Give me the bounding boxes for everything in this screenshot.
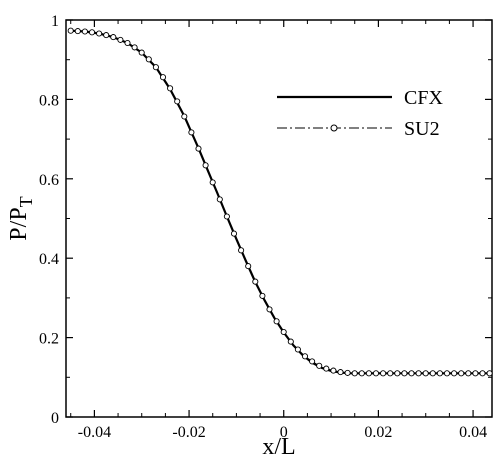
series-su2-point: [287, 338, 294, 345]
y-axis-title: P/PT: [6, 196, 36, 240]
series-su2-point: [138, 49, 145, 56]
series-su2-point: [422, 370, 429, 377]
series-su2-point: [245, 263, 252, 270]
x-tick-label: -0.04: [78, 424, 111, 441]
series-su2-point: [387, 370, 394, 377]
series-su2-point: [408, 370, 415, 377]
series-su2-point: [465, 370, 472, 377]
series-su2-point: [294, 346, 301, 353]
series-su2-point: [273, 318, 280, 325]
series-su2-point: [443, 370, 451, 377]
x-tick-label: 0.04: [459, 424, 487, 441]
x-axis-ticks: -0.04 -0.02 0 0.02 0.04: [70, 20, 487, 441]
series-su2-point: [451, 370, 458, 377]
series-su2-point: [372, 370, 380, 377]
series-su2-point: [209, 179, 216, 186]
series-su2-point: [202, 162, 209, 169]
series-su2-point: [195, 145, 202, 152]
series-su2-point: [188, 129, 195, 136]
series-su2-point: [131, 44, 138, 51]
series-su2-point: [280, 328, 287, 336]
series-su2-point: [472, 370, 479, 377]
series-su2-point: [124, 39, 131, 47]
series-su2-point: [316, 362, 323, 369]
series-su2-point: [174, 98, 181, 105]
series-su2-point: [259, 292, 266, 299]
series-su2-point: [365, 370, 372, 377]
series-su2-point: [181, 113, 188, 120]
series-su2-point: [266, 306, 273, 313]
series-su2-point: [323, 365, 330, 372]
series-su2-point: [230, 230, 238, 237]
legend-su2-marker: [330, 124, 338, 132]
series-su2-point: [301, 353, 309, 360]
series-su2-point: [96, 30, 103, 37]
series-su2-point: [216, 196, 223, 203]
legend-cfx-label: CFX: [404, 87, 443, 109]
x-tick-label: 0: [280, 424, 288, 441]
series-su2-point: [337, 369, 344, 376]
series-su2-point: [429, 370, 436, 377]
series-su2-point: [74, 28, 81, 35]
y-tick-label: 0.2: [39, 331, 59, 348]
series-su2-point: [436, 370, 443, 377]
series-su2-point: [67, 27, 74, 34]
series-su2-point: [252, 278, 259, 285]
y-axis-title-subscript: T: [16, 196, 36, 207]
series-cfx-line: [70, 29, 492, 375]
series-su2-point: [401, 370, 408, 377]
series-su2-point: [110, 34, 117, 41]
series-su2-point: [145, 56, 152, 63]
y-tick-label: 0.8: [39, 92, 59, 109]
legend: CFX SU2: [277, 87, 443, 140]
series-su2-point: [152, 64, 159, 71]
series-layer: [67, 27, 493, 377]
series-su2-point: [103, 32, 110, 39]
series-su2-point: [330, 367, 337, 374]
series-su2-point: [486, 370, 493, 377]
y-axis-title-main: P/P: [6, 207, 32, 240]
plot-area: -0.04 -0.02 0 0.02 0.04 0 0.2 0.4 0.6 0.8 1: [39, 13, 493, 441]
series-su2-point: [159, 74, 167, 81]
series-su2-point: [238, 247, 245, 254]
x-tick-label: 0.02: [364, 424, 392, 441]
series-su2-point: [88, 29, 96, 36]
series-su2-point: [351, 370, 358, 377]
series-su2-point: [380, 370, 387, 377]
y-axis-ticks: 0 0.2 0.4 0.6 0.8 1: [39, 13, 492, 427]
series-su2-point: [458, 370, 465, 377]
series-su2-point: [223, 213, 230, 220]
series-su2-point: [415, 370, 422, 377]
x-axis-title: x/L: [262, 434, 295, 458]
series-su2-point: [344, 369, 351, 376]
x-tick-label: -0.02: [172, 424, 205, 441]
series-su2-point: [358, 370, 365, 377]
series-su2-point: [167, 85, 174, 92]
series-su2-point: [81, 28, 88, 35]
plot-frame: [65, 19, 493, 418]
y-tick-label: 0: [51, 410, 59, 427]
y-tick-label: 0.6: [39, 172, 59, 189]
y-tick-label: 1: [51, 13, 59, 30]
series-su2-point: [394, 370, 401, 377]
series-su2-point: [117, 36, 124, 43]
legend-su2-label: SU2: [404, 118, 440, 140]
series-su2-point: [479, 370, 486, 377]
y-tick-label: 0.4: [39, 251, 59, 268]
series-su2-point: [309, 358, 316, 365]
series-su2-line: [70, 30, 490, 374]
